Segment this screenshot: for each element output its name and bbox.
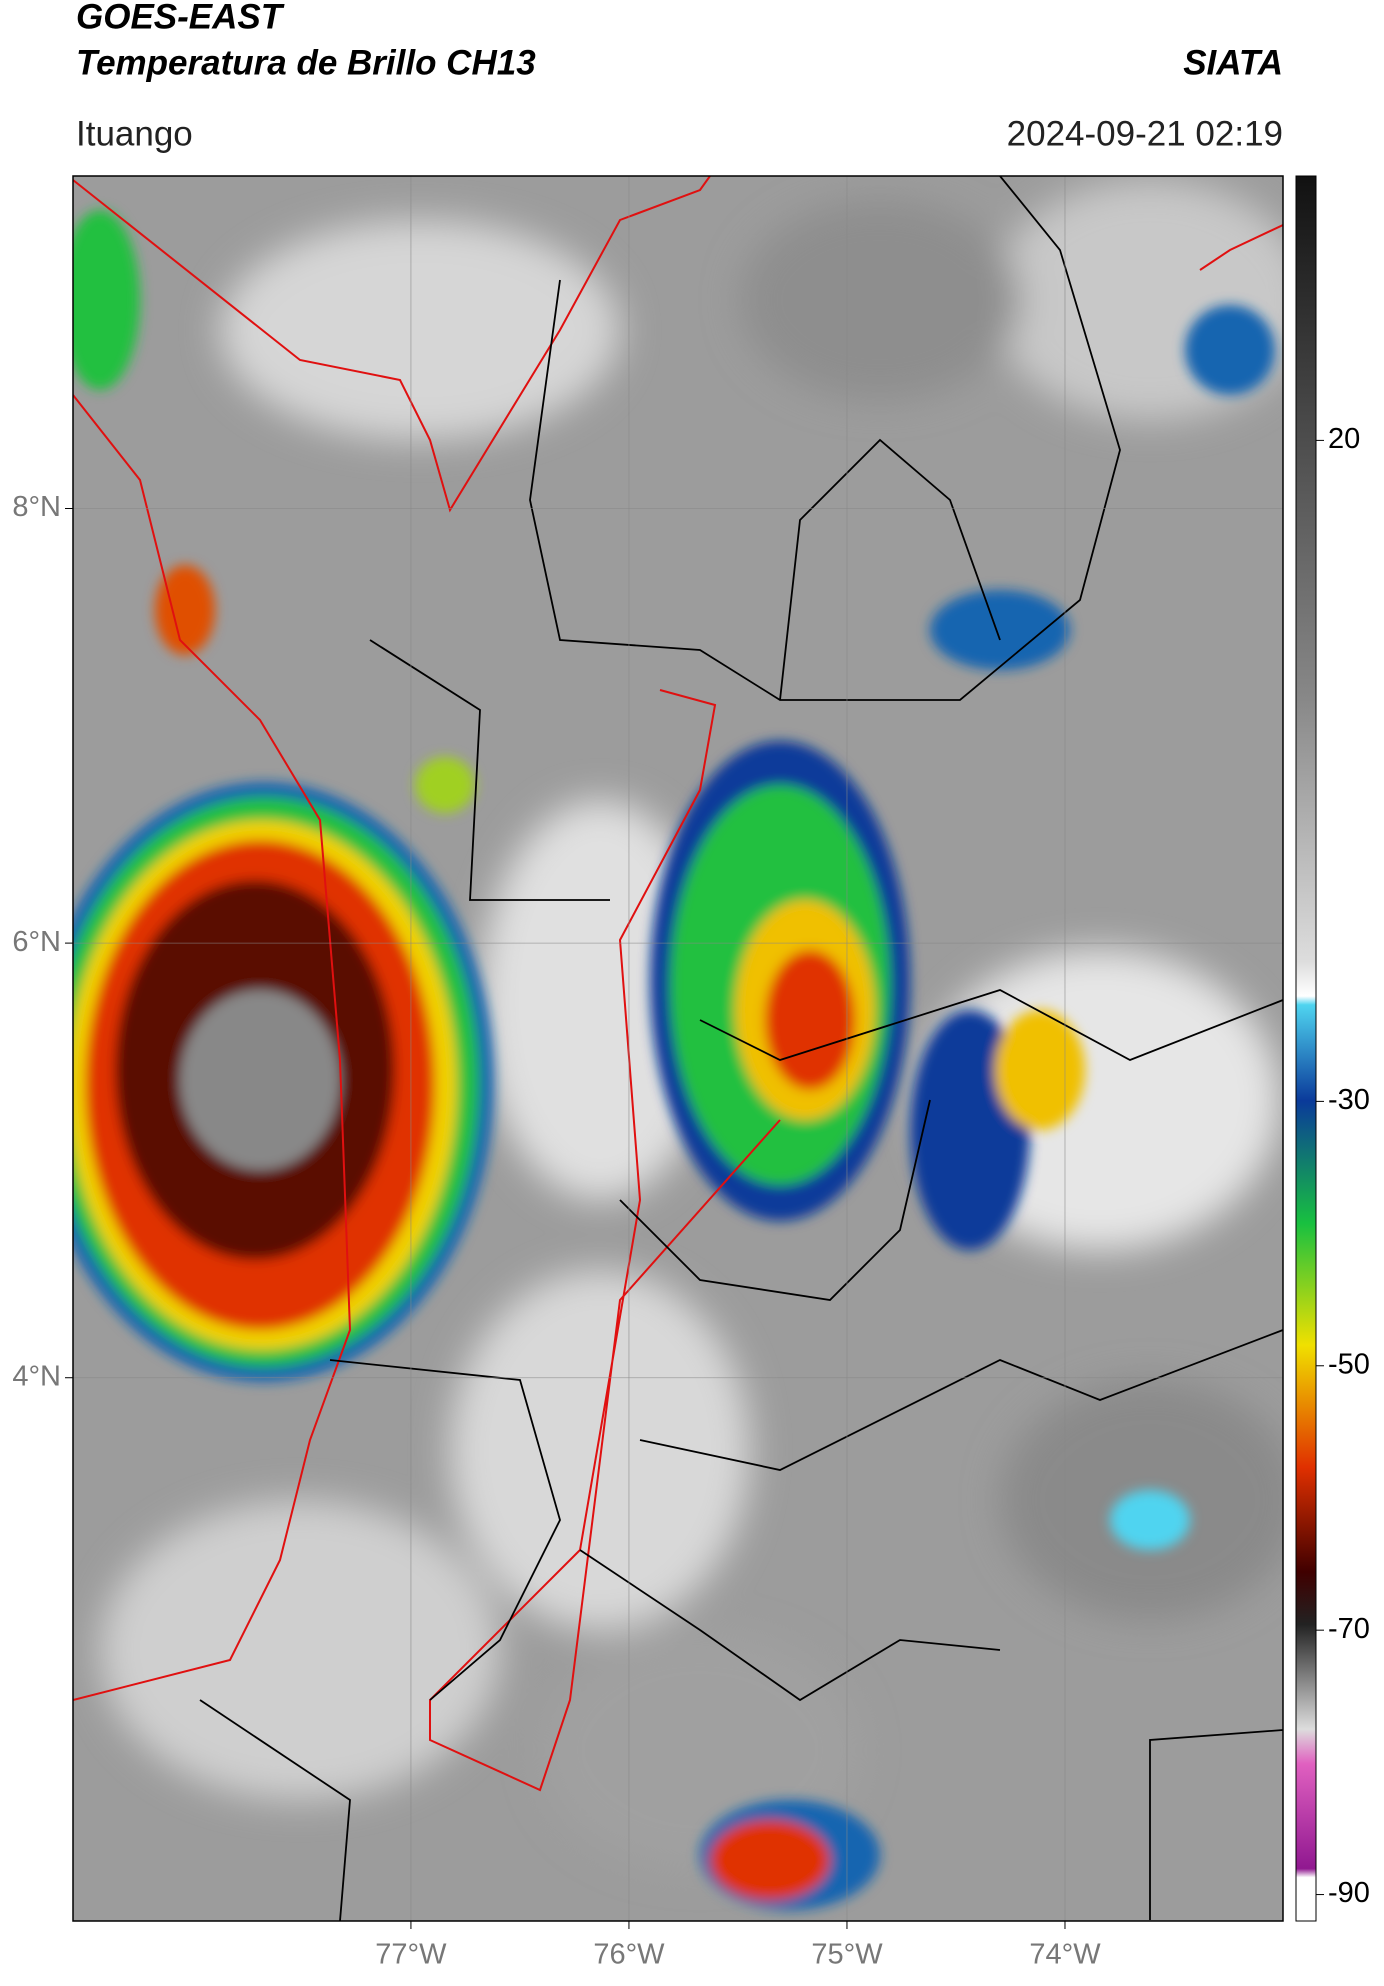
colorbar-tick-label: -30 [1328, 1084, 1370, 1116]
border-red [73, 176, 1283, 1792]
satellite-image [73, 176, 1283, 1921]
x-tick-label: 75°W [811, 1939, 883, 1971]
title-line2: Temperatura de Brillo CH13 [76, 43, 536, 82]
y-tick-label: 8°N [12, 491, 61, 523]
colorbar [1295, 175, 1317, 1922]
colorbar-tick-label: -50 [1328, 1348, 1370, 1380]
y-tick-label: 4°N [12, 1360, 61, 1392]
title-line1: GOES-EAST [76, 0, 285, 36]
location: Ituango [76, 114, 193, 153]
x-tick-label: 77°W [375, 1939, 447, 1971]
datetime: 2024-09-21 02:19 [1007, 114, 1283, 153]
border-black [199, 176, 1283, 1921]
colorbar-tick-label: -90 [1328, 1877, 1370, 1909]
x-tick-label: 76°W [593, 1939, 665, 1971]
y-tick-label: 6°N [12, 926, 61, 958]
grid [73, 176, 1283, 1921]
colorbar-tick-label: 20 [1328, 423, 1360, 455]
colorbar-tick-label: -70 [1328, 1613, 1370, 1645]
map-frame [72, 175, 1284, 1922]
x-tick-label: 74°W [1029, 1939, 1101, 1971]
org: SIATA [1183, 43, 1283, 82]
